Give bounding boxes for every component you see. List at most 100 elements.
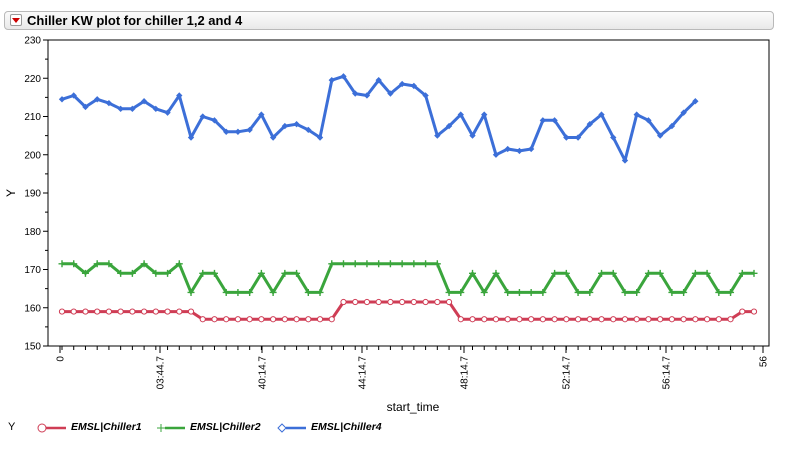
data-point-chiller4 [246,126,253,134]
data-point-chiller4 [105,99,113,107]
data-point-chiller1 [211,316,218,323]
data-point-chiller2 [644,269,652,277]
data-point-chiller4 [223,128,230,135]
data-point-chiller2 [539,288,547,296]
data-point-chiller4 [305,126,312,134]
x-axis: 0 03:44.7 40:14.7 44:14.7 48:14.7 52:14.7 56:1… [56,346,770,389]
data-point-chiller4 [398,80,406,88]
data-point-chiller4 [645,117,652,124]
x-tick-label: 56:14.7 [662,356,673,390]
data-point-chiller2 [680,288,688,296]
data-point-chiller1 [621,316,629,323]
data-point-chiller4 [692,98,699,105]
data-point-chiller4 [363,92,371,99]
data-point-chiller4 [492,151,500,158]
data-point-chiller1 [152,308,159,315]
disclosure-triangle-icon[interactable] [10,14,22,26]
data-point-chiller1 [316,316,324,323]
data-point-chiller1 [727,316,734,323]
legend-label-chiller1: EMSL|Chiller1 [71,421,142,433]
y-axis-label: Y [4,189,18,197]
y-tick-label: 220 [24,74,41,85]
x-tick-label: 56 [759,356,770,368]
data-point-chiller2 [222,288,230,296]
data-point-chiller4 [387,90,394,97]
data-point-chiller2 [609,269,617,277]
data-point-chiller4 [140,98,148,105]
data-point-chiller2 [257,269,265,277]
data-point-chiller4 [58,96,66,103]
data-point-chiller1 [739,308,746,315]
data-point-chiller1 [305,316,312,323]
data-point-chiller4 [633,111,640,118]
data-point-chiller2 [586,288,594,296]
data-point-chiller2 [738,269,746,277]
data-point-chiller2 [293,269,301,277]
data-point-chiller2 [504,288,512,296]
data-point-chiller4 [551,117,558,124]
data-point-chiller1 [657,316,664,323]
data-point-chiller4 [610,134,617,141]
data-point-chiller1 [422,298,429,306]
x-tick-label: 0 [56,356,67,362]
data-point-chiller2 [562,269,570,277]
data-point-chiller4 [422,92,429,99]
data-point-chiller4 [117,105,124,113]
data-point-chiller4 [668,122,676,130]
data-point-chiller2 [515,288,523,296]
data-point-chiller2 [363,260,371,268]
data-point-chiller2 [304,288,312,296]
data-point-chiller4 [621,157,629,164]
data-point-chiller4 [445,122,453,130]
data-point-chiller4 [269,134,277,141]
data-point-chiller4 [176,92,183,99]
data-point-chiller2 [410,260,418,268]
data-point-chiller2 [527,288,535,296]
data-point-chiller4 [563,134,570,141]
data-point-chiller2 [117,269,125,277]
data-point-chiller2 [445,288,453,296]
data-point-chiller1 [457,316,464,323]
data-point-chiller1 [528,316,535,323]
data-point-chiller4 [481,111,488,118]
data-point-chiller2 [469,269,477,277]
data-point-chiller1 [58,308,66,315]
data-point-chiller4 [434,132,441,139]
data-point-chiller2 [480,288,488,296]
data-point-chiller2 [70,260,78,268]
data-point-chiller4 [586,120,593,128]
data-point-chiller4 [258,111,265,118]
x-tick-label: 48:14.7 [460,356,471,390]
data-point-chiller1 [340,298,347,306]
data-point-chiller4 [94,96,101,103]
data-point-chiller4 [82,103,89,111]
data-point-chiller4 [539,117,547,124]
data-point-chiller1 [586,316,593,323]
data-point-chiller4 [352,90,359,97]
data-point-chiller2 [703,269,711,277]
data-point-chiller4 [469,132,476,139]
data-point-chiller2 [422,260,430,268]
data-point-chiller1 [750,308,758,315]
data-point-chiller2 [316,288,324,296]
data-point-chiller4 [70,92,77,99]
y-tick-label: 190 [24,189,41,200]
data-point-chiller4 [293,120,300,128]
data-point-chiller2 [281,269,289,277]
data-point-chiller2 [105,260,113,268]
data-point-chiller4 [527,145,535,153]
data-point-chiller4 [680,109,687,116]
data-point-chiller4 [328,76,335,84]
data-point-chiller2 [269,288,277,296]
data-point-chiller1 [410,298,417,306]
data-point-chiller4 [410,82,418,90]
data-point-chiller1 [563,316,570,323]
data-point-chiller2 [152,269,160,277]
data-point-chiller1 [281,316,288,323]
data-point-chiller2 [621,288,629,296]
data-point-chiller1 [445,298,453,306]
data-point-chiller2 [58,260,66,268]
data-point-chiller2 [93,260,101,268]
data-point-chiller2 [750,269,758,277]
